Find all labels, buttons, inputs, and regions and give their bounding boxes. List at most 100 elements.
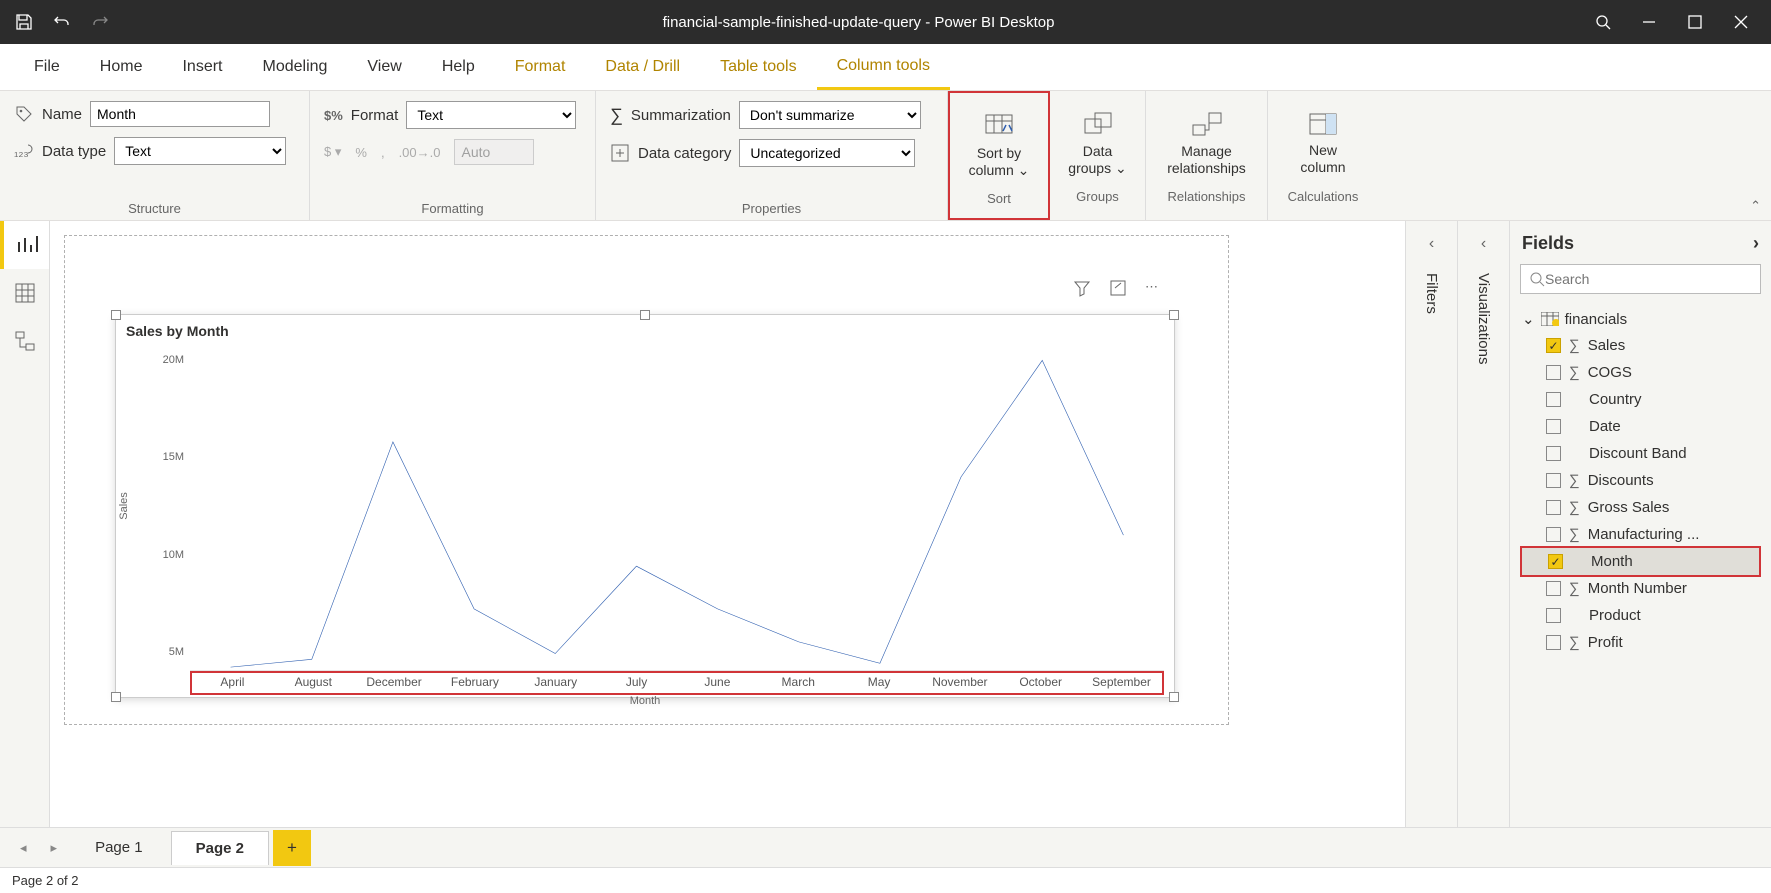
close-icon[interactable] <box>1731 12 1751 32</box>
checkbox[interactable]: ✓ <box>1546 338 1561 353</box>
filter-icon[interactable] <box>1073 279 1091 297</box>
field-item[interactable]: Country <box>1520 386 1761 413</box>
fields-title: Fields <box>1522 233 1574 254</box>
tab-home[interactable]: Home <box>80 44 163 90</box>
checkbox[interactable] <box>1546 500 1561 515</box>
field-item[interactable]: Product <box>1520 602 1761 629</box>
field-item[interactable]: ∑COGS <box>1520 359 1761 386</box>
name-input[interactable] <box>90 101 270 127</box>
summarization-select[interactable]: Don't summarize <box>739 101 921 129</box>
tab-help[interactable]: Help <box>422 44 495 90</box>
field-label: Profit <box>1588 634 1623 651</box>
undo-icon[interactable] <box>52 12 72 32</box>
fields-search-input[interactable] <box>1545 271 1752 287</box>
field-item[interactable]: ✓∑ Sales <box>1520 332 1761 359</box>
group-label-structure: Structure <box>14 197 295 216</box>
table-header[interactable]: ⌄ financials <box>1520 306 1761 332</box>
data-view-tab[interactable] <box>0 269 49 317</box>
group-label-sort: Sort <box>954 187 1044 206</box>
ribbon-collapse-icon[interactable]: ⌃ <box>1750 198 1761 214</box>
tab-view[interactable]: View <box>347 44 421 90</box>
tab-columntools[interactable]: Column tools <box>817 44 950 90</box>
maximize-icon[interactable] <box>1685 12 1705 32</box>
status-bar: Page 2 of 2 <box>0 867 1771 893</box>
checkbox[interactable] <box>1546 473 1561 488</box>
group-label-calculations: Calculations <box>1272 185 1374 204</box>
checkbox[interactable] <box>1546 581 1561 596</box>
focus-icon[interactable] <box>1109 279 1127 297</box>
data-groups-button[interactable]: Data groups ⌄ <box>1054 97 1141 185</box>
percent-icon[interactable]: % <box>355 145 367 160</box>
sigma-icon: ∑ <box>1569 337 1580 354</box>
thousands-icon[interactable]: , <box>381 145 385 160</box>
decimals-icon[interactable]: .00→.0 <box>399 145 441 160</box>
tab-datadrill[interactable]: Data / Drill <box>585 44 700 90</box>
y-axis-ticks: 5M10M15M20M <box>144 341 184 671</box>
chevron-right-icon[interactable]: › <box>1753 233 1759 254</box>
field-item[interactable]: ∑Profit <box>1520 629 1761 656</box>
auto-input[interactable] <box>454 139 534 165</box>
save-icon[interactable] <box>14 12 34 32</box>
page-tabs: ◂ ▸ Page 1 Page 2 + <box>0 827 1771 867</box>
sigma-icon: ∑ <box>610 105 623 126</box>
tab-file[interactable]: File <box>14 44 80 90</box>
field-item[interactable]: Date <box>1520 413 1761 440</box>
checkbox[interactable] <box>1546 392 1561 407</box>
field-item[interactable]: ✓Month <box>1522 548 1759 575</box>
filters-shelf[interactable]: ‹ Filters <box>1405 221 1457 827</box>
sigma-icon: ∑ <box>1569 472 1580 489</box>
more-icon[interactable]: ⋯ <box>1145 279 1158 297</box>
add-page-button[interactable]: + <box>273 830 311 866</box>
x-axis: AprilAugustDecemberFebruaryJanuaryJulyJu… <box>190 671 1164 695</box>
report-canvas-wrap: ⋯ Sales by Month Sales 5M10M15M20M April… <box>50 221 1405 827</box>
checkbox[interactable] <box>1546 635 1561 650</box>
checkbox[interactable] <box>1546 365 1561 380</box>
format-label: Format <box>351 107 399 124</box>
checkbox[interactable] <box>1546 446 1561 461</box>
page-tab-2[interactable]: Page 2 <box>171 831 269 865</box>
datatype-select[interactable]: Text <box>114 137 286 165</box>
field-item[interactable]: ∑Manufacturing ... <box>1520 521 1761 548</box>
table-icon <box>1541 312 1559 326</box>
new-column-button[interactable]: New column <box>1272 97 1374 185</box>
field-item[interactable]: ∑Month Number <box>1520 575 1761 602</box>
checkbox[interactable]: ✓ <box>1548 554 1563 569</box>
report-view-tab[interactable] <box>0 221 49 269</box>
currency-icon[interactable]: $ ▾ <box>324 144 341 160</box>
data-groups-icon <box>1083 111 1113 139</box>
minimize-icon[interactable] <box>1639 12 1659 32</box>
checkbox[interactable] <box>1546 419 1561 434</box>
tab-format[interactable]: Format <box>495 44 586 90</box>
redo-icon[interactable] <box>90 12 110 32</box>
search-icon[interactable] <box>1593 12 1613 32</box>
manage-relationships-button[interactable]: Manage relationships <box>1150 97 1263 185</box>
chevron-left-icon[interactable]: ‹ <box>1429 235 1434 253</box>
visualizations-label: Visualizations <box>1475 273 1492 364</box>
line-chart-plot <box>190 341 1164 671</box>
tab-tabletools[interactable]: Table tools <box>700 44 817 90</box>
sort-by-column-button[interactable]: Sort by column ⌄ <box>954 99 1044 187</box>
y-axis-label: Sales <box>118 492 130 520</box>
new-column-icon <box>1308 112 1338 138</box>
checkbox[interactable] <box>1546 608 1561 623</box>
datacategory-select[interactable]: Uncategorized <box>739 139 915 167</box>
model-view-tab[interactable] <box>0 317 49 365</box>
tab-modeling[interactable]: Modeling <box>242 44 347 90</box>
chevron-left-icon[interactable]: ‹ <box>1481 235 1486 253</box>
format-select[interactable]: Text <box>406 101 576 129</box>
line-chart-visual[interactable]: ⋯ Sales by Month Sales 5M10M15M20M April… <box>115 314 1175 698</box>
fields-search[interactable] <box>1520 264 1761 294</box>
checkbox[interactable] <box>1546 527 1561 542</box>
field-item[interactable]: ∑Discounts <box>1520 467 1761 494</box>
field-label: Manufacturing ... <box>1588 526 1700 543</box>
format-sigma-icon: $% <box>324 108 343 123</box>
tab-insert[interactable]: Insert <box>162 44 242 90</box>
page-prev-icon[interactable]: ◂ <box>10 834 37 862</box>
page-tab-1[interactable]: Page 1 <box>71 831 167 864</box>
visualizations-shelf[interactable]: ‹ Visualizations <box>1457 221 1509 827</box>
page-next-icon[interactable]: ▸ <box>41 834 68 862</box>
report-canvas[interactable]: ⋯ Sales by Month Sales 5M10M15M20M April… <box>64 235 1229 725</box>
field-item[interactable]: ∑Gross Sales <box>1520 494 1761 521</box>
field-item[interactable]: Discount Band <box>1520 440 1761 467</box>
field-label: Product <box>1589 607 1641 624</box>
